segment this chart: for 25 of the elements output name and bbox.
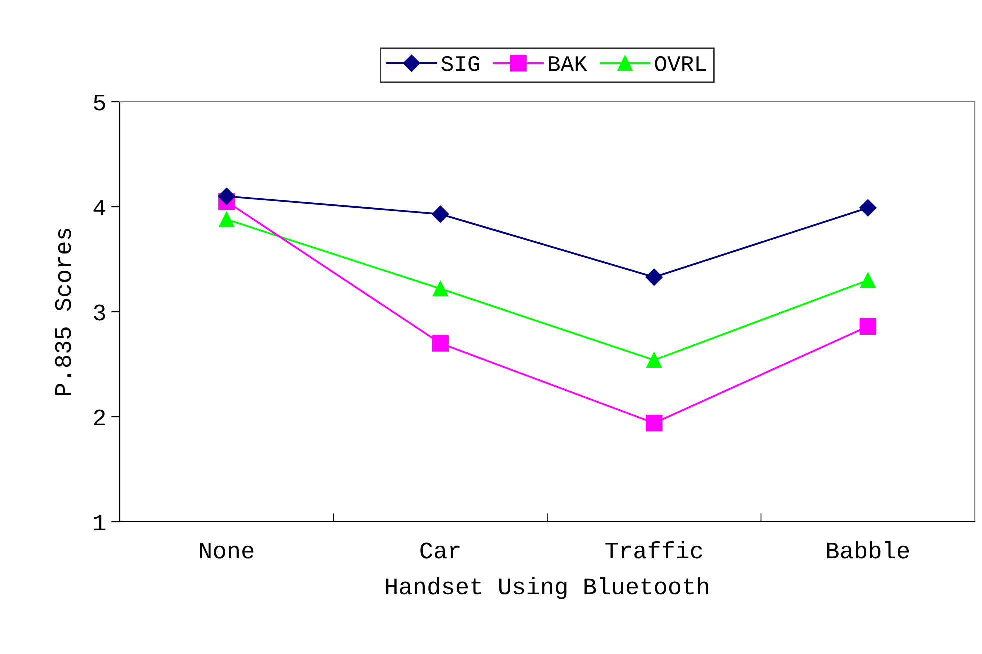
x-axis-title: Handset Using Bluetooth: [386, 577, 708, 600]
point: [432, 206, 450, 223]
point: [646, 352, 662, 368]
x-tick-label: Car: [420, 542, 460, 559]
y-tick-label: 5: [94, 95, 106, 111]
point: [646, 268, 663, 286]
legend-label: OVRL: [655, 56, 706, 72]
point: [219, 212, 235, 228]
x-tick-label: Babble: [827, 541, 910, 559]
point: [860, 318, 876, 336]
point: [860, 200, 877, 217]
y-axis-title: P.835 Scores: [55, 228, 72, 396]
y-tick-label: 4: [94, 200, 106, 216]
y-tick-label: 3: [94, 304, 106, 321]
legend-label: SIG: [442, 56, 480, 72]
x-tick-label: None: [200, 543, 254, 559]
x-tick-label: Traffic: [606, 541, 702, 559]
y-tick-label: 2: [94, 410, 106, 426]
point: [860, 272, 876, 288]
point: [218, 188, 236, 206]
y-tick-label: 1: [94, 515, 106, 531]
point: [646, 414, 663, 432]
legend-label: BAK: [549, 56, 588, 72]
point: [432, 281, 448, 297]
point: [432, 335, 449, 352]
